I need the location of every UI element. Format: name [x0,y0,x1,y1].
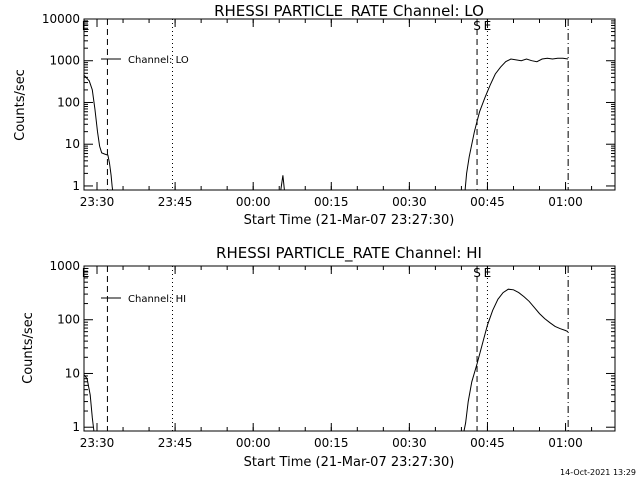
hi-plot-frame [83,265,616,432]
lo-rate-curve-segment [464,57,569,191]
hi-x-tick-label: 00:45 [470,436,505,450]
lo-y-tick-label: 10 [65,137,80,151]
lo-x-tick-label: 01:00 [548,195,583,209]
lo-y-tick-label: 1000 [49,54,80,68]
hi-x-tick-label: 01:00 [548,436,583,450]
lo-event-marker-label: E [484,19,492,33]
lo-chart-title: RHESSI PARTICLE_RATE Channel: LO [214,2,484,21]
lo-legend-label: Channel: LO [128,55,189,66]
hi-x-tick-label: 23:45 [158,436,193,450]
lo-rate-curve-segment [280,175,285,191]
lo-y-tick-label: 1 [72,179,80,193]
lo-event-marker-label: S [473,19,481,33]
hi-x-tick-label: 00:00 [236,436,271,450]
lo-x-tick-label: 00:30 [392,195,427,209]
lo-y-axis-label: Counts/sec [13,69,28,141]
hi-x-tick-label: 23:30 [80,436,115,450]
lo-x-tick-label: 23:45 [158,195,193,209]
lo-y-tick-label: 100 [57,95,80,109]
hi-event-marker-label: E [484,266,492,280]
lo-x-axis-label: Start Time (21-Mar-07 23:27:30) [244,213,455,228]
hi-channel-panel: RHESSI PARTICLE_RATE Channel: HI Start T… [21,244,616,470]
lo-plot-frame [83,18,616,191]
hi-y-tick-label: 1 [72,420,80,434]
lo-x-tick-label: 00:00 [236,195,271,209]
hi-legend: Channel: HI [101,294,186,305]
lo-x-tick-label: 23:30 [80,195,115,209]
lo-rate-curve-segment [83,74,114,191]
lo-channel-panel: RHESSI PARTICLE_RATE Channel: LO Start T… [13,2,616,228]
lo-x-tick-label: 00:15 [314,195,349,209]
lo-y-tick-label: 10000 [42,12,80,26]
lo-legend: Channel: LO [101,55,189,66]
hi-chart-title: RHESSI PARTICLE_RATE Channel: HI [216,244,482,263]
hi-y-axis-label: Counts/sec [21,312,36,384]
hi-x-tick-label: 00:30 [392,436,427,450]
lo-event-marker-label: E [82,19,90,33]
hi-rate-curve-segment [83,374,95,432]
lo-x-tick-label: 00:45 [470,195,505,209]
hi-y-tick-label: 100 [57,313,80,327]
generation-timestamp: 14-Oct-2021 13:29 [560,468,636,477]
hi-rate-curve-segment [463,288,569,432]
hi-event-marker-label: S [473,266,481,280]
hi-legend-label: Channel: HI [128,294,186,305]
hi-y-tick-label: 1000 [49,259,80,273]
hi-event-marker-label: E [82,266,90,280]
hi-y-tick-label: 10 [65,366,80,380]
hi-x-axis-label: Start Time (21-Mar-07 23:27:30) [244,455,455,470]
hi-x-tick-label: 00:15 [314,436,349,450]
